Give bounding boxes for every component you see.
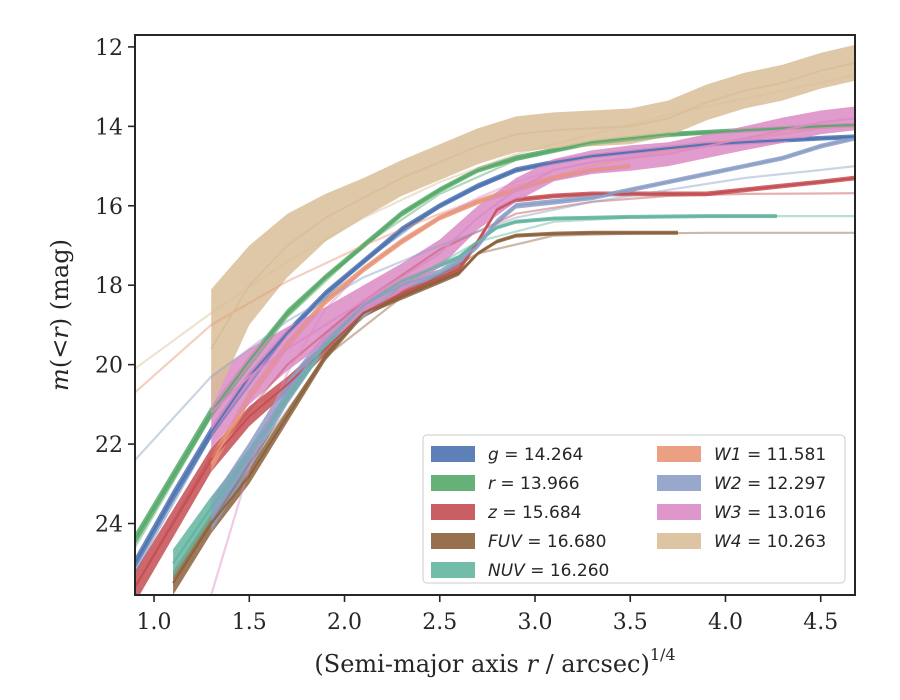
series-line-g [135,135,855,564]
series-line-z [135,177,855,588]
fit-line-w2 [135,165,855,461]
series-line-r [135,124,855,540]
y-tick-label: 12 [95,36,123,61]
legend-label-w1: W1 = 11.581 [714,445,826,465]
y-axis: 12 14 16 18 20 22 24 [95,36,135,538]
band-w2 [211,135,855,532]
legend-label-r: r = 13.966 [488,474,580,494]
series-line-w2 [210,137,855,517]
legend-label-z: z = 15.684 [487,503,581,523]
legend-swatch-r [431,475,475,491]
y-tick-label: 20 [95,354,123,379]
legend-label-w4: W4 = 10.263 [714,532,826,552]
legend: g = 14.264 r = 13.966 z = 15.684 FUV = 16.6… [422,434,846,584]
y-tick-label: 18 [95,274,123,299]
band-w3 [211,106,855,448]
plot-frame [134,34,856,596]
y-axis-label: m(<r) (mag) [46,239,74,391]
x-tick-label: 4.0 [708,610,743,635]
fit-line-w3 [210,125,855,595]
legend-swatch-w1 [657,446,701,462]
x-tick-label: 1.5 [232,610,267,635]
series-lines [135,61,855,588]
legend-swatch-nuv [431,562,475,578]
x-tick-label: 2.0 [327,610,362,635]
series-line-nuv [172,215,777,564]
fit-line-fuv [172,231,855,584]
x-tick-label: 2.5 [422,610,457,635]
fit-line-w4 [135,73,855,370]
x-axis: 1.0 1.5 2.0 2.5 3.0 3.5 4.0 4.5 [137,595,838,635]
legend-label-w3: W3 = 13.016 [714,503,826,523]
legend-box [422,434,846,584]
legend-swatch-w4 [657,533,701,549]
legend-label-w2: W2 = 12.297 [714,474,826,494]
fit-line-z [135,192,855,588]
y-tick-label: 16 [95,195,123,220]
fit-line-w1 [135,123,855,394]
legend-swatch-g [431,446,475,462]
y-tick-label: 22 [95,433,123,458]
y-tick-label: 14 [95,115,123,140]
legend-swatch-z [431,504,475,520]
legend-label-nuv: NUV = 16.260 [488,561,609,581]
x-axis-label: (Semi-major axis r / arcsec)1/4 [314,645,675,678]
band-w4 [211,44,855,409]
legend-swatch-w3 [657,504,701,520]
x-tick-label: 1.0 [137,610,172,635]
legend-swatch-w2 [657,475,701,491]
legend-label-fuv: FUV = 16.680 [488,532,606,552]
x-tick-label: 3.0 [518,610,553,635]
legend-swatch-fuv [431,533,475,549]
series-line-fuv [172,231,678,584]
x-tick-label: 4.5 [803,610,838,635]
legend-label-g: g = 14.264 [488,445,583,465]
y-tick-label: 24 [95,513,123,538]
band-z [135,175,855,595]
series-line-w3 [210,117,855,414]
x-tick-label: 3.5 [613,610,648,635]
series-line-w4 [210,61,855,350]
